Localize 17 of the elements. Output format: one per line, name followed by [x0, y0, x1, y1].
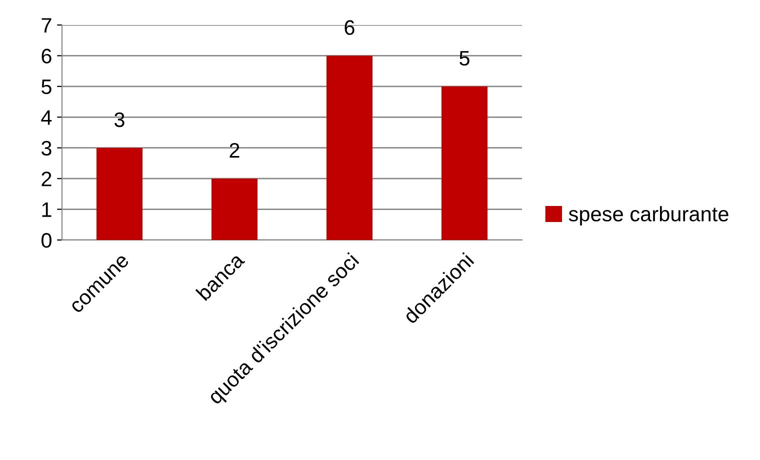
y-tick-label: 7	[42, 18, 52, 33]
y-tick-label: 3	[41, 140, 52, 156]
data-label: 6	[344, 20, 354, 35]
data-label: 2	[230, 143, 240, 158]
y-tick-label: 5	[42, 80, 52, 94]
bar	[96, 148, 142, 240]
y-tick-label: 1	[42, 202, 52, 217]
y-tick-label: 2	[42, 172, 52, 186]
bar	[212, 178, 258, 240]
data-label: 3	[114, 112, 124, 128]
bar	[326, 56, 372, 240]
bar	[442, 86, 488, 240]
legend-label: spese carburante	[568, 206, 728, 226]
data-label: 5	[460, 51, 470, 66]
y-tick-label: 6	[42, 48, 52, 64]
y-tick-label: 0	[42, 233, 52, 248]
y-tick-label: 4	[41, 110, 52, 125]
